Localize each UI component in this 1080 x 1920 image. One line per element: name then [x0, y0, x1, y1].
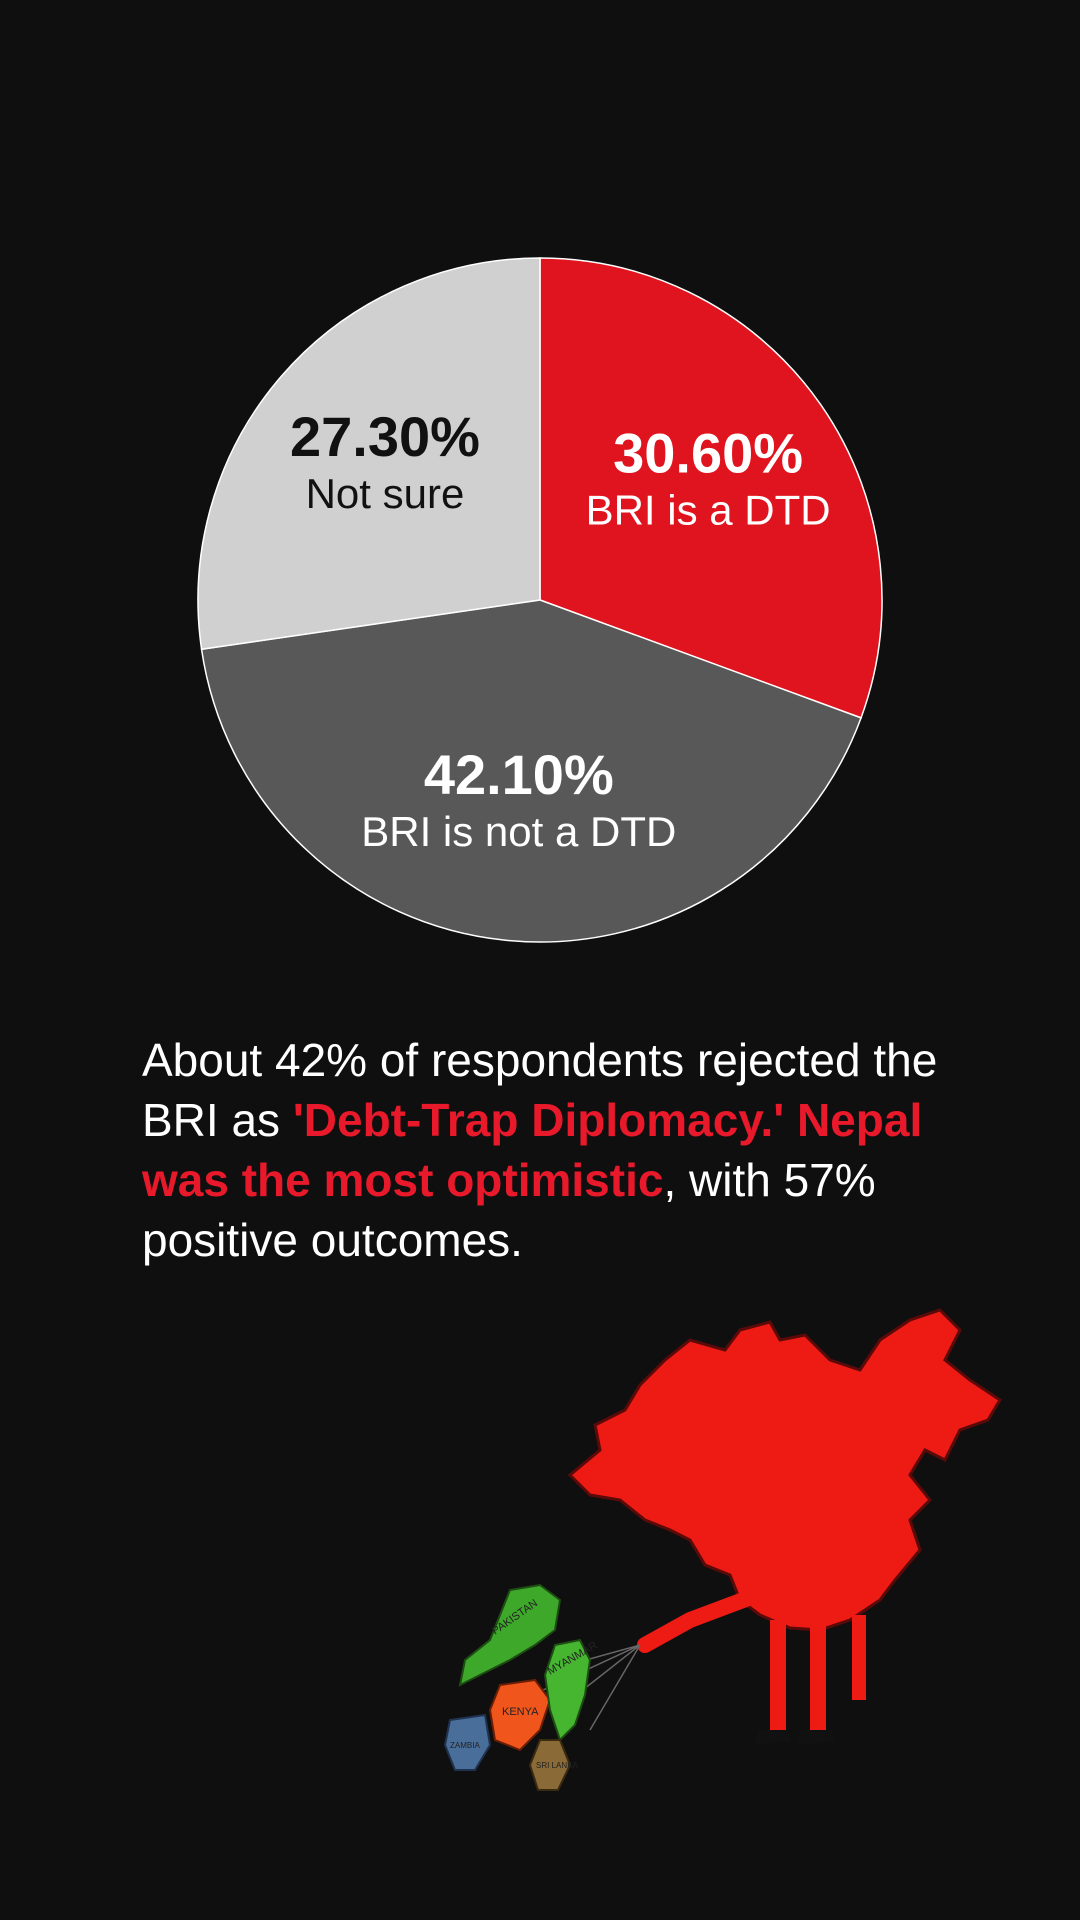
pie-category-label-0: BRI is a DTD: [586, 487, 831, 534]
caption-text: About 42% of respondents rejected the BR…: [142, 1030, 1002, 1270]
sri-lanka-shape: [528, 1739, 572, 1791]
leash-strings: [499, 1644, 641, 1731]
label-zambia: ZAMBIA: [450, 1741, 480, 1750]
caption-part1: About 42% of respondents rejected the BR…: [142, 1034, 938, 1146]
caption-highlight-nepal: Nepal was the most optimistic: [142, 1094, 923, 1206]
myanmar-shape: [543, 1638, 592, 1742]
china-leg: [810, 1620, 826, 1730]
china-leg: [852, 1615, 866, 1700]
pie-slices: [197, 257, 883, 943]
china-arm: [637, 1582, 778, 1653]
caption-highlight-debt-trap: 'Debt-Trap Diplomacy.': [292, 1094, 785, 1146]
caption-part3: , with 57% positive outcomes.: [142, 1154, 876, 1266]
china-shoe: [755, 1730, 790, 1745]
pakistan-shape: [458, 1583, 562, 1687]
pie-slice-1: [200, 599, 863, 943]
kenya-shape: [488, 1678, 552, 1752]
pie-value-label-2: 27.30%: [290, 405, 480, 468]
pie-value-label-0: 30.60%: [613, 422, 803, 485]
pie-slice-2: [197, 257, 541, 651]
china-map-shape: [567, 1308, 1003, 1632]
label-kenya: KENYA: [502, 1706, 539, 1718]
pie-labels: 30.60%BRI is a DTD 42.10%BRI is not a DTD…: [290, 405, 831, 855]
debt-trap-illustration: PAKISTAN KENYA MYANMAR SRI LANKA ZAMBIA: [443, 1308, 1003, 1791]
pie-slice-0: [539, 257, 883, 719]
pie-chart: 30.60%BRI is a DTD 42.10%BRI is not a DTD…: [197, 257, 883, 943]
pie-category-label-1: BRI is not a DTD: [361, 808, 676, 855]
caption-part2: [784, 1094, 797, 1146]
label-sri-lanka: SRI LANKA: [536, 1761, 578, 1770]
pie-value-label-1: 42.10%: [424, 743, 614, 806]
zambia-shape: [443, 1713, 492, 1771]
pie-category-label-2: Not sure: [306, 470, 465, 517]
china-leg: [770, 1620, 786, 1730]
china-shoe: [796, 1730, 834, 1745]
